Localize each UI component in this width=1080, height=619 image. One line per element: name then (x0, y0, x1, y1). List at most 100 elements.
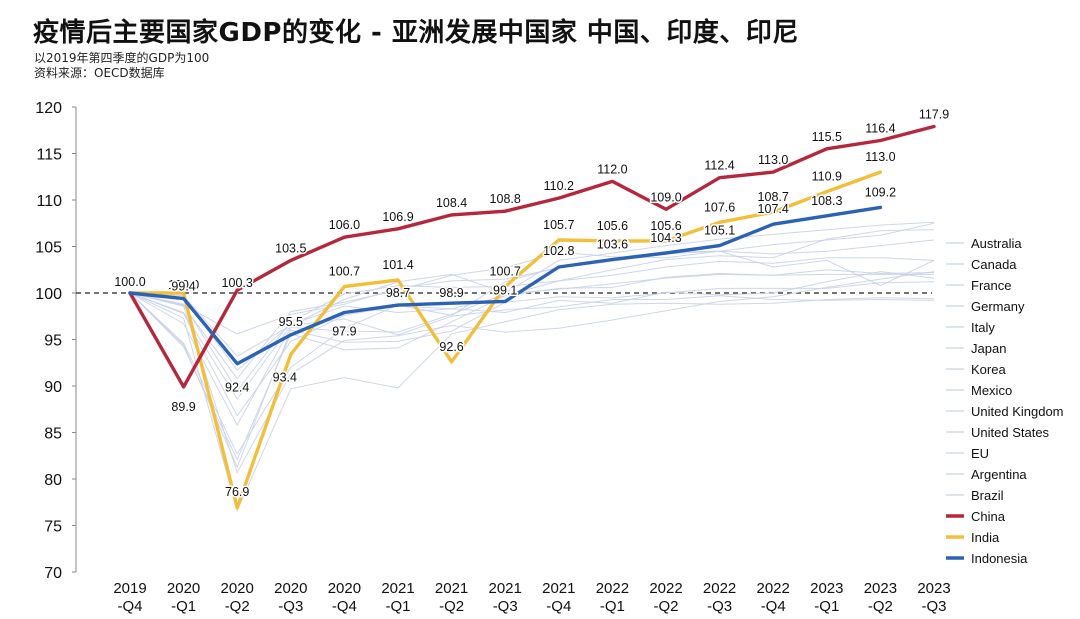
y-tick-label: 115 (36, 147, 62, 164)
data-label-indonesia: 104.3 (650, 231, 681, 245)
y-tick-label: 95 (44, 333, 62, 350)
x-tick-label-quarter: -Q4 (332, 598, 357, 615)
x-tick-label-year: 2022 (757, 580, 790, 597)
legend-label-france: France (971, 278, 1011, 293)
legend-label-italy: Italy (971, 320, 995, 335)
x-tick-label-quarter: -Q1 (171, 598, 196, 615)
x-tick-label-year: 2020 (274, 580, 307, 597)
legend-label-mexico: Mexico (971, 383, 1012, 398)
data-label-indonesia: 92.4 (225, 381, 249, 395)
data-label-indonesia: 109.2 (865, 185, 896, 199)
series-line-germany (129, 292, 935, 400)
x-tick-label-quarter: -Q3 (278, 598, 303, 615)
axes-layer: 7075808590951001051101151202019-Q42020-Q… (35, 100, 950, 615)
y-tick-label: 80 (44, 472, 62, 489)
data-label-china: 103.5 (275, 241, 306, 255)
x-tick-label-quarter: -Q1 (385, 598, 410, 615)
x-tick-label-year: 2021 (435, 580, 468, 597)
x-tick-label-quarter: -Q1 (600, 598, 625, 615)
data-label-china: 108.4 (436, 196, 467, 210)
x-tick-label-quarter: -Q2 (653, 598, 678, 615)
series-line-brazil (129, 229, 935, 392)
data-label-china: 89.9 (171, 400, 195, 414)
data-label-india: 93.4 (273, 370, 297, 384)
series-line-canada (129, 257, 935, 417)
legend: Australia Canada France Germany Italy Japan Ko… (946, 236, 1064, 566)
x-tick-label-year: 2021 (489, 580, 522, 597)
data-label-india: 107.6 (704, 200, 735, 214)
data-label-china: 100.3 (222, 276, 253, 290)
data-label-india: 101.4 (382, 258, 413, 272)
data-label-indonesia: 95.5 (279, 315, 303, 329)
y-tick-label: 85 (44, 426, 62, 443)
series-line-australia (129, 221, 935, 357)
series-line-china (128, 124, 936, 389)
data-label-india: 76.9 (225, 485, 249, 499)
data-label-india: 105.7 (543, 218, 574, 232)
y-tick-label: 75 (44, 519, 62, 536)
data-label-china: 115.5 (812, 130, 842, 144)
data-label-china: 106.0 (329, 218, 360, 232)
x-tick-label-year: 2021 (542, 580, 575, 597)
data-label-india: 108.7 (758, 190, 789, 204)
data-label-china: 100.0 (114, 274, 145, 288)
series-line-argentina (129, 250, 935, 455)
series-line-italy (129, 269, 935, 461)
legend-label-eu: EU (971, 446, 989, 461)
legend-label-brazil: Brazil (971, 488, 1004, 503)
x-tick-label-year: 2022 (703, 580, 736, 597)
x-tick-label-quarter: -Q2 (868, 598, 893, 615)
series-line-mexico (129, 271, 935, 474)
x-tick-label-quarter: -Q1 (814, 598, 839, 615)
series-line-india (128, 170, 883, 510)
data-label-china: 106.9 (382, 210, 413, 224)
data-label-india: 110.9 (812, 170, 842, 184)
legend-label-germany: Germany (971, 299, 1025, 314)
data-label-china: 113.0 (758, 153, 788, 167)
x-tick-label-year: 2023 (864, 580, 897, 597)
data-label-indonesia: 98.7 (386, 286, 410, 300)
data-label-china: 117.9 (919, 108, 949, 122)
data-label-china: 112.4 (704, 159, 734, 173)
x-tick-label-year: 2022 (649, 580, 682, 597)
x-tick-label-year: 2022 (596, 580, 629, 597)
legend-label-australia: Australia (971, 236, 1022, 251)
series-line-korea (129, 239, 935, 335)
data-label-indonesia: 103.6 (597, 238, 628, 252)
series-line-united-kingdom (129, 292, 935, 513)
x-tick-label-year: 2021 (381, 580, 414, 597)
data-label-indonesia: 102.8 (543, 244, 574, 258)
legend-label-korea: Korea (971, 362, 1006, 377)
legend-label-canada: Canada (971, 257, 1017, 272)
data-labels-layer: 100.0 76.9 93.4 100.7 101.4 92.6 100.7 105.7 105… (113, 106, 951, 500)
legend-label-japan: Japan (971, 341, 1006, 356)
legend-label-argentina: Argentina (971, 467, 1027, 482)
data-label-india: 105.6 (597, 219, 628, 233)
x-tick-label-quarter: -Q2 (225, 598, 250, 615)
series-line-eu (129, 273, 934, 427)
data-source: 资料来源：OECD数据库 (34, 66, 165, 80)
legend-label-united-kingdom: United Kingdom (971, 404, 1064, 419)
data-label-china: 108.8 (490, 192, 521, 206)
x-tick-label-quarter: -Q4 (546, 598, 571, 615)
data-label-indonesia: 108.3 (811, 194, 842, 208)
series-line-united-states (129, 222, 935, 380)
x-tick-label-year: 2023 (810, 580, 843, 597)
series-line-indonesia (128, 205, 883, 366)
y-tick-label: 105 (35, 240, 62, 257)
x-tick-label-year: 2020 (328, 580, 361, 597)
x-tick-label-year: 2023 (917, 580, 950, 597)
data-label-indonesia: 97.9 (332, 325, 356, 339)
data-label-india: 113.0 (865, 150, 895, 164)
x-tick-label-year: 2019 (113, 580, 146, 597)
data-label-india: 92.6 (439, 340, 463, 354)
data-label-india: 100.0 (168, 278, 199, 292)
x-tick-label-quarter: -Q3 (921, 598, 946, 615)
chart-subtitle: 以2019年第四季度的GDP为100 (34, 51, 210, 65)
data-label-india: 100.7 (490, 264, 521, 278)
x-tick-label-quarter: -Q4 (117, 598, 142, 615)
y-tick-label: 120 (35, 100, 62, 117)
x-tick-label-year: 2020 (167, 580, 200, 597)
data-label-india: 100.7 (329, 264, 360, 278)
data-label-china: 109.0 (650, 190, 681, 204)
